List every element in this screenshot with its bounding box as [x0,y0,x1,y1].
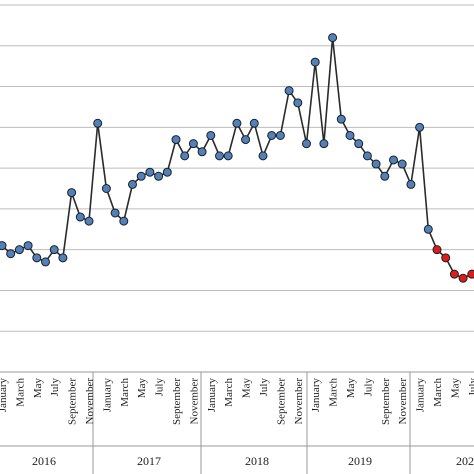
data-point [119,216,129,226]
month-tick-label: July [154,378,166,397]
month-tick-label: November [84,378,96,425]
data-point [93,118,103,128]
data-point [293,98,303,108]
data-point [101,184,111,193]
month-tick-label: March [328,378,340,407]
year-label: 2020 [456,454,474,468]
data-point [223,151,233,161]
data-point [49,245,59,255]
data-point [458,273,468,283]
data-point [249,118,259,128]
data-point [41,257,50,267]
data-point [180,151,190,161]
data-point [110,208,120,218]
data-point [136,171,146,181]
data-point [432,245,442,255]
month-tick-label: March [119,378,131,407]
data-point [84,216,94,226]
data-point [75,212,85,222]
data-point [345,130,355,140]
year-labels: 2016 2017 2018 2019 2020 [32,454,474,468]
year-label: 2017 [137,454,161,468]
month-tick-label: March [432,378,444,407]
month-tick-label: May [345,378,357,399]
data-point [58,253,68,263]
data-point [14,245,24,255]
data-point [197,147,207,157]
data-point [362,151,372,161]
data-point [188,139,198,149]
data-point [0,241,7,251]
data-point [371,159,381,169]
month-tick-label: November [293,378,305,425]
data-point [154,171,164,181]
data-point [128,179,137,189]
month-tick-label: January [101,378,113,413]
data-point [319,139,329,149]
data-point [23,241,33,251]
data-point [397,159,407,169]
data-point [232,118,242,128]
data-point [215,151,224,161]
month-tick-label: July [258,378,270,397]
year-label: 2018 [245,454,269,468]
month-tick-label: January [206,378,218,413]
month-tick-label: January [310,378,322,413]
month-tick-label: May [136,378,148,399]
month-tick-label: May [241,378,253,399]
data-point [423,224,433,234]
month-tick-label: May [32,378,44,399]
month-tick-label: January [0,378,9,413]
data-point [145,167,155,177]
data-point [449,269,459,279]
data-points [0,33,474,283]
data-point [302,139,311,149]
data-point [67,188,77,198]
month-tick-label: September [67,378,79,425]
data-point [310,57,320,67]
series-line-path [1,37,474,280]
data-point [275,130,285,140]
data-point [6,249,16,259]
data-point [406,179,416,189]
month-tick-label: July [49,378,61,397]
x-axis [0,371,474,474]
data-point [467,269,474,279]
year-label: 2019 [348,454,372,468]
data-point [171,135,181,145]
data-point [206,130,216,140]
month-tick-label: November [397,378,409,425]
data-point [380,171,390,181]
data-point [389,155,398,165]
month-tick-label: March [223,378,235,407]
month-tick-label: July [467,378,474,397]
data-point [354,139,364,149]
year-label: 2016 [32,454,56,468]
month-tick-label: November [188,378,200,425]
data-point [441,253,451,263]
month-tick-label: July [362,378,374,397]
series-line [1,37,474,280]
data-point [328,33,338,43]
month-tick-labels: January March May July September November Janu… [0,378,474,426]
month-tick-label: September [171,378,183,425]
data-point [267,130,277,140]
month-tick-label: September [275,378,287,425]
data-point [32,253,42,263]
month-tick-label: January [415,378,427,413]
month-tick-label: May [449,378,461,399]
data-point [162,167,172,177]
data-point [241,135,251,145]
data-point [258,151,268,161]
month-tick-label: September [380,378,392,425]
data-point [415,122,425,132]
data-point [336,114,346,124]
month-tick-label: March [14,378,26,407]
data-point [284,86,294,96]
